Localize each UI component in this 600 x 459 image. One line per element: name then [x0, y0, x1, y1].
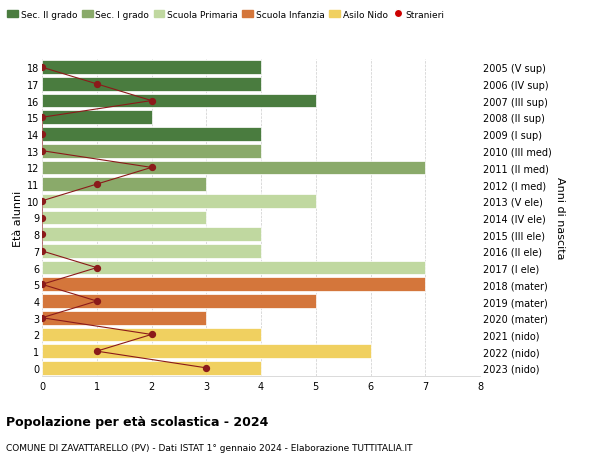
Y-axis label: Età alunni: Età alunni: [13, 190, 23, 246]
Bar: [42, 361, 261, 375]
Point: [146, 331, 156, 338]
Point: [37, 114, 47, 122]
Bar: [42, 245, 261, 258]
Point: [92, 264, 101, 272]
Point: [92, 298, 101, 305]
Point: [37, 131, 47, 138]
Point: [146, 98, 156, 105]
Point: [37, 314, 47, 322]
Point: [37, 214, 47, 222]
Bar: [42, 145, 261, 158]
Bar: [42, 295, 316, 308]
Bar: [42, 195, 316, 208]
Y-axis label: Anni di nascita: Anni di nascita: [556, 177, 565, 259]
Bar: [42, 228, 261, 241]
Point: [92, 81, 101, 88]
Point: [146, 164, 156, 172]
Text: COMUNE DI ZAVATTARELLO (PV) - Dati ISTAT 1° gennaio 2024 - Elaborazione TUTTITAL: COMUNE DI ZAVATTARELLO (PV) - Dati ISTAT…: [6, 443, 413, 452]
Bar: [42, 311, 206, 325]
Point: [37, 198, 47, 205]
Bar: [42, 328, 261, 341]
Point: [92, 181, 101, 188]
Bar: [42, 161, 425, 175]
Bar: [42, 61, 261, 75]
Bar: [42, 278, 425, 291]
Text: Popolazione per età scolastica - 2024: Popolazione per età scolastica - 2024: [6, 415, 268, 428]
Point: [37, 248, 47, 255]
Bar: [42, 211, 206, 225]
Point: [37, 281, 47, 288]
Point: [37, 64, 47, 72]
Bar: [42, 178, 206, 191]
Bar: [42, 78, 261, 91]
Point: [37, 231, 47, 238]
Legend: Sec. II grado, Sec. I grado, Scuola Primaria, Scuola Infanzia, Asilo Nido, Stran: Sec. II grado, Sec. I grado, Scuola Prim…: [4, 7, 448, 23]
Point: [92, 348, 101, 355]
Bar: [42, 261, 425, 275]
Bar: [42, 128, 261, 141]
Point: [202, 364, 211, 372]
Bar: [42, 345, 371, 358]
Bar: [42, 111, 151, 125]
Point: [37, 148, 47, 155]
Bar: [42, 95, 316, 108]
